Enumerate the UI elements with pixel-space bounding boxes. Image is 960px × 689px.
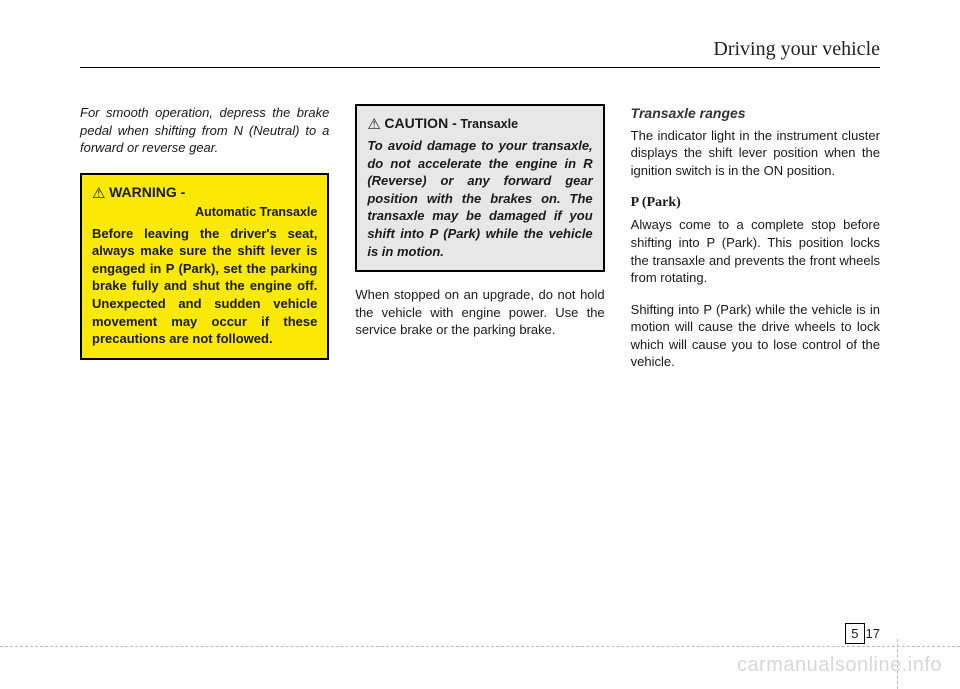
warning-heading: ⚠ WARNING - Automatic Transaxle [92, 183, 317, 221]
col3-para1: The indicator light in the instrument cl… [631, 127, 880, 180]
col3-para3: Shifting into P (Park) while the vehicle… [631, 301, 880, 371]
column-1: For smooth operation, depress the brake … [80, 104, 329, 385]
intro-paragraph: For smooth operation, depress the brake … [80, 104, 329, 157]
col3-para2: Always come to a complete stop before sh… [631, 216, 880, 286]
caution-title: CAUTION - [384, 115, 456, 131]
watermark: carmanualsonline.info [737, 654, 942, 677]
section-title: Transaxle ranges [631, 104, 880, 123]
chapter-number: 5 [845, 623, 864, 644]
page-number: 17 [866, 626, 880, 641]
caution-body: To avoid damage to your transaxle, do no… [367, 137, 592, 260]
page-content: Driving your vehicle For smooth operatio… [80, 38, 880, 618]
page-footer: 517 [845, 626, 880, 641]
warning-subtitle: Automatic Transaxle [92, 204, 317, 221]
caution-heading: ⚠ CAUTION - Transaxle [367, 114, 592, 135]
col2-paragraph: When stopped on an upgrade, do not hold … [355, 286, 604, 339]
three-column-layout: For smooth operation, depress the brake … [80, 104, 880, 385]
dashed-line-h [0, 646, 960, 647]
caution-box: ⚠ CAUTION - Transaxle To avoid damage to… [355, 104, 604, 272]
column-2: ⚠ CAUTION - Transaxle To avoid damage to… [355, 104, 604, 385]
column-3: Transaxle ranges The indicator light in … [631, 104, 880, 385]
warning-title: WARNING - [109, 184, 185, 200]
warning-body: Before leaving the driver's seat, always… [92, 225, 317, 348]
caution-icon: ⚠ [367, 116, 380, 133]
caution-subtitle: Transaxle [460, 117, 518, 131]
sub-title-park: P (Park) [631, 194, 880, 213]
page-header: Driving your vehicle [80, 38, 880, 68]
warning-icon: ⚠ [92, 185, 105, 202]
warning-box: ⚠ WARNING - Automatic Transaxle Before l… [80, 173, 329, 360]
